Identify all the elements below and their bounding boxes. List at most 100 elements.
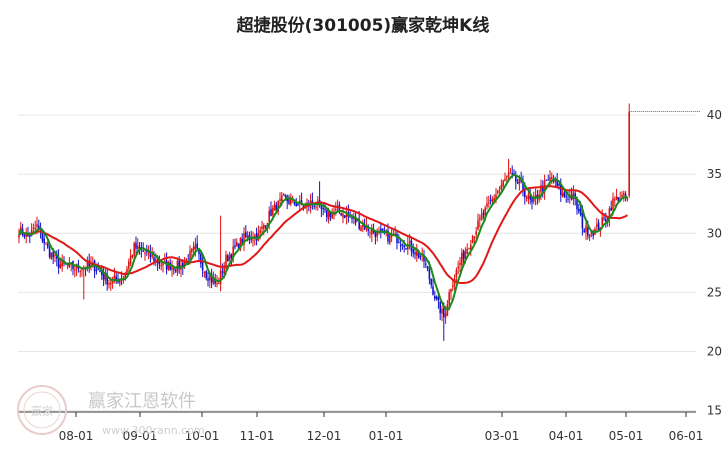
candle-body [288, 199, 290, 204]
moving-averages [18, 111, 700, 311]
candle [488, 195, 490, 208]
candle [578, 203, 580, 214]
candle-body [624, 194, 627, 198]
candle-body [29, 235, 31, 237]
candle [509, 167, 512, 174]
candle-body [171, 266, 173, 270]
candle [477, 213, 479, 231]
y-tick-label: 25 [707, 285, 722, 299]
candle-body [466, 248, 468, 254]
candle [426, 265, 429, 272]
x-tick-label: 04-01 [549, 429, 584, 443]
candle-body [401, 244, 404, 246]
candle-body [34, 227, 36, 229]
candle-body [371, 228, 373, 235]
candle [336, 199, 339, 211]
candle [554, 176, 557, 187]
candle [479, 214, 481, 228]
candle-body [79, 270, 81, 272]
candle [525, 195, 528, 202]
candle [106, 269, 108, 291]
candle-body [133, 243, 135, 256]
candle-body [621, 194, 623, 197]
candle-body [113, 275, 116, 279]
candle-body [18, 235, 20, 238]
candle [227, 253, 229, 262]
ma-short-line [18, 173, 628, 311]
x-tick-label: 12-01 [307, 429, 342, 443]
candle [615, 188, 618, 201]
candle [432, 278, 434, 296]
candle-body [372, 231, 375, 233]
candle-body [516, 181, 519, 183]
candle [416, 243, 418, 262]
candle-body [228, 255, 231, 261]
candle-body [498, 188, 501, 190]
candle-body [221, 271, 224, 273]
candle-body [245, 232, 247, 238]
candle-body [489, 200, 492, 202]
candle-body [565, 196, 567, 198]
candle [221, 263, 224, 278]
candle [111, 276, 114, 289]
candle-body [259, 230, 261, 233]
candle-body [425, 263, 427, 265]
candle-body [41, 232, 44, 241]
candle-body [507, 172, 510, 177]
candle-body [419, 255, 422, 258]
candle [167, 260, 170, 272]
candle-body [90, 264, 92, 266]
x-tick-label: 06-01 [669, 429, 704, 443]
candle-body [104, 273, 107, 281]
watermark-seal-inner [23, 391, 61, 429]
candle [486, 196, 488, 210]
candle-body [450, 288, 452, 293]
candle-body [457, 266, 459, 269]
candle-body [374, 231, 377, 238]
y-tick-label: 40 [707, 108, 722, 122]
x-tick-label: 09-01 [123, 429, 158, 443]
candle-body [340, 213, 342, 216]
candle-body [106, 274, 108, 285]
candle-body [511, 172, 513, 175]
candle [171, 260, 173, 277]
candle-body [430, 278, 432, 286]
candle [443, 302, 445, 341]
candle [158, 255, 161, 270]
candle-body [234, 245, 236, 248]
candle-body [443, 308, 445, 318]
candle-body [597, 222, 600, 231]
candle [590, 231, 593, 238]
candle [61, 254, 63, 272]
candle-body [191, 249, 193, 252]
candle-body [66, 265, 69, 267]
candle [290, 193, 292, 207]
candle-body [524, 189, 526, 198]
candle [396, 230, 398, 250]
candle [209, 274, 211, 288]
candle-body [515, 174, 517, 182]
candle-body [158, 261, 161, 265]
candle-body [239, 238, 242, 250]
candles [18, 103, 630, 341]
candle-body [344, 215, 346, 218]
candle-body [473, 236, 476, 238]
candle-body [342, 213, 344, 218]
candle-body [504, 178, 506, 181]
candle [83, 265, 85, 300]
candle-body [243, 233, 245, 245]
candle-body [417, 252, 420, 258]
candle [412, 243, 414, 258]
candle [196, 235, 198, 250]
candle [459, 257, 461, 273]
watermark-url: www.300rann.com [102, 424, 205, 437]
candle-body [380, 228, 382, 231]
candle-body [381, 228, 384, 231]
candle-body [398, 242, 400, 244]
candle-body [263, 225, 265, 229]
candle-body [207, 278, 209, 281]
candle-body [601, 217, 603, 226]
candle-body [279, 198, 281, 201]
candle-body [610, 207, 612, 211]
candle-body [480, 215, 483, 220]
